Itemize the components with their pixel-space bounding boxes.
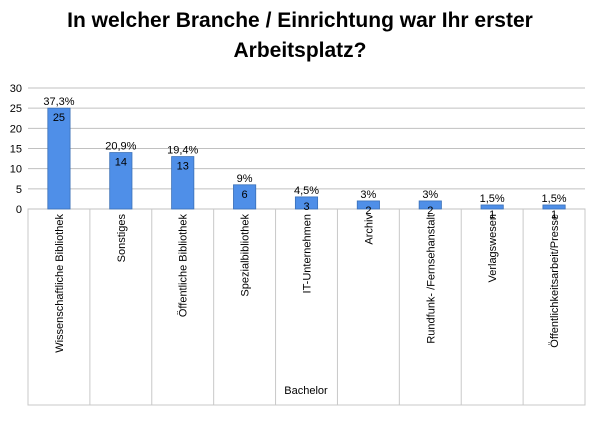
percent-label-2: 19,4%: [167, 145, 198, 157]
y-tick-label-0: 0: [16, 204, 22, 216]
percent-label-5: 3%: [360, 189, 376, 201]
value-label-2: 13: [177, 161, 189, 173]
bar-1: [109, 152, 133, 210]
bar-6: [418, 200, 442, 210]
chart-title-line-1: In welcher Branche / Einrichtung war Ihr…: [67, 9, 533, 32]
category-label-0: Wissenschaftliche Bibliothek: [54, 214, 66, 353]
y-tick-label-10: 10: [10, 164, 22, 176]
value-label-0: 25: [53, 112, 65, 124]
category-label-2: Öffentliche Bibliothek: [178, 214, 190, 318]
y-axis-ticks: 0 5 10 15 20 25 30: [10, 83, 22, 216]
value-label-4: 3: [303, 201, 309, 213]
y-tick-label-20: 20: [10, 123, 22, 135]
chart-title-line-2: Arbeitsplatz?: [233, 39, 367, 62]
percent-label-0: 37,3%: [43, 96, 74, 108]
value-label-3: 6: [242, 189, 248, 201]
bar-3: [233, 184, 257, 210]
percent-label-3: 9%: [237, 173, 253, 185]
value-label-8: 1: [551, 209, 557, 221]
category-label-6: Rundfunk- /Fernsehanstalt: [425, 214, 437, 344]
y-tick-label-15: 15: [10, 144, 22, 156]
percent-label-7: 1,5%: [480, 193, 505, 205]
percent-label-4: 4,5%: [294, 185, 319, 197]
bar-8: [542, 204, 566, 210]
bar-labels: 25 37,3% 14 20,9% 13 19,4% 6 9% 3 4,5% 2 3% 2 3% 1 1,5%…: [43, 96, 566, 221]
bar-7: [480, 204, 504, 210]
bar-0: [47, 107, 71, 210]
bars: [47, 107, 566, 210]
category-label-1: Sonstiges: [116, 214, 128, 263]
category-labels: Wissenschaftliche Bibliothek Sonstiges Öff…: [54, 214, 561, 353]
category-dividers: [89, 209, 524, 405]
bar-2: [171, 156, 195, 210]
value-label-1: 14: [115, 157, 127, 169]
x-axis-title: Bachelor: [284, 385, 328, 397]
y-tick-label-5: 5: [16, 184, 22, 196]
category-label-8: Öffentlichkeitsarbeit/Presse: [549, 214, 561, 348]
category-label-3: Spezialbibliothek: [240, 214, 252, 297]
percent-label-1: 20,9%: [105, 141, 136, 153]
y-tick-label-25: 25: [10, 103, 22, 115]
category-label-4: IT-Unternehmen: [302, 214, 314, 293]
chart-title: In welcher Branche / Einrichtung war Ihr…: [0, 6, 600, 66]
category-label-7: Verlagswesen: [487, 214, 499, 283]
percent-label-6: 3%: [422, 189, 438, 201]
bar-4: [294, 196, 319, 210]
y-tick-label-30: 30: [10, 83, 22, 95]
percent-label-8: 1,5%: [542, 193, 567, 205]
value-label-6: 2: [427, 205, 433, 217]
category-label-5: Archiv: [363, 214, 375, 245]
value-label-7: 1: [489, 209, 495, 221]
value-label-5: 2: [365, 205, 371, 217]
bar-5: [356, 200, 380, 210]
